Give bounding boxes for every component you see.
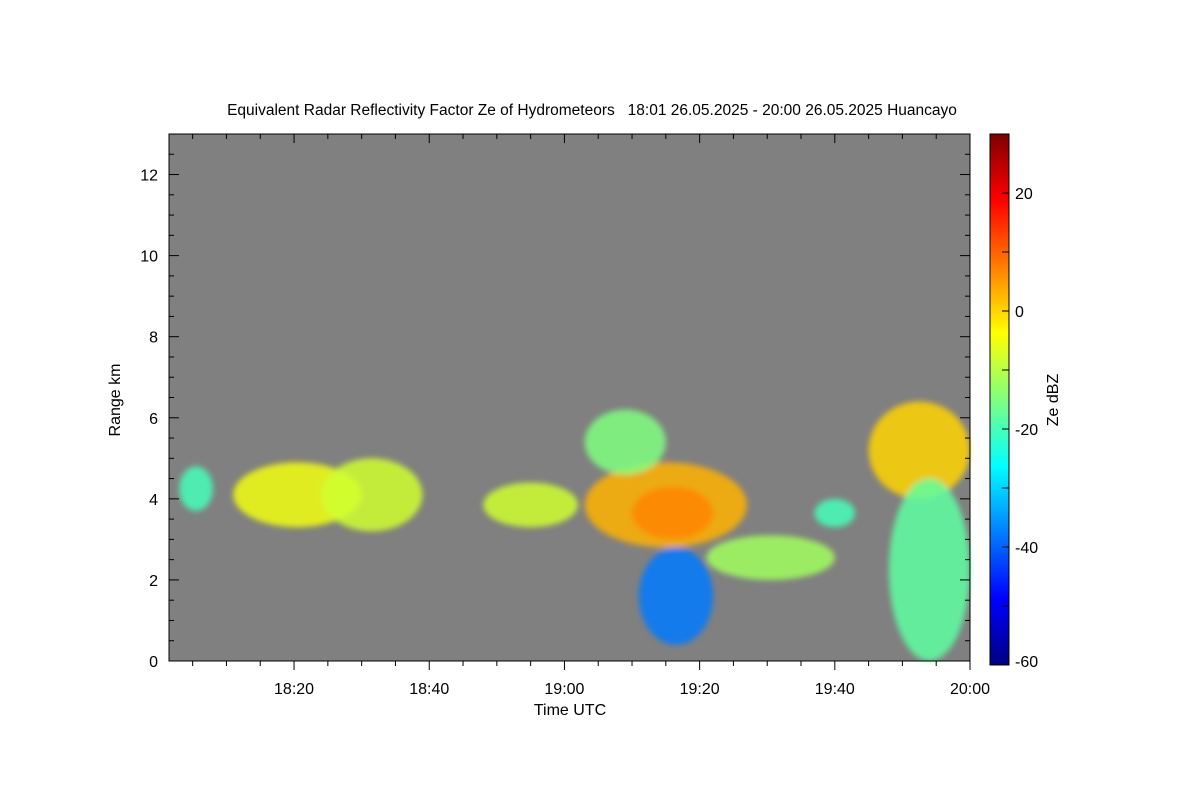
echo-precip-streaks (638, 547, 714, 645)
colorbar-tick-label: -40 (1015, 540, 1038, 557)
x-tick-label: 19:00 (544, 681, 584, 698)
echo-early-thin-layer (179, 466, 213, 512)
echo-late-fallstreaks (888, 478, 970, 661)
echo-layer-1850 (483, 482, 578, 528)
y-tick-label: 6 (149, 411, 158, 428)
y-tick-label: 2 (149, 573, 158, 590)
y-tick-label: 4 (149, 492, 158, 509)
y-tick-label: 0 (149, 654, 158, 671)
echo-late-cell (868, 401, 970, 499)
chart-title: Equivalent Radar Reflectivity Factor Ze … (227, 102, 957, 119)
echo-small-pieces (814, 498, 856, 528)
colorbar-tick-label: 20 (1015, 186, 1033, 203)
y-axis: 0 2 4 6 8 10 12 (140, 133, 970, 671)
colorbar: 20 0 -20 -40 -60 (989, 133, 1038, 671)
colorbar-label: Ze dBZ (1045, 374, 1062, 427)
x-tick-label: 19:20 (680, 681, 720, 698)
x-tick-label: 18:20 (274, 681, 314, 698)
plot-background (169, 134, 970, 661)
echo-upper-plume (584, 409, 666, 475)
echo-dense-core (632, 486, 714, 540)
colorbar-gradient (989, 133, 1010, 666)
y-axis-label: Range km (107, 364, 124, 437)
x-axis: 18:20 18:40 19:00 19:20 19:40 20:00 (192, 134, 990, 698)
colorbar-tick-label: -20 (1015, 422, 1038, 439)
colorbar-tick-label: -60 (1015, 654, 1038, 671)
echo-layer (179, 401, 970, 661)
y-tick-label: 12 (140, 168, 158, 185)
echo-lower-tail (706, 535, 835, 580)
y-tick-label: 10 (140, 249, 158, 266)
x-tick-label: 19:40 (815, 681, 855, 698)
x-axis-label: Time UTC (534, 702, 606, 719)
x-tick-label: 18:40 (409, 681, 449, 698)
y-tick-label: 8 (149, 330, 158, 347)
x-tick-label: 20:00 (950, 681, 990, 698)
colorbar-tick-label: 0 (1015, 304, 1024, 321)
echo-layer-1830 (321, 458, 423, 532)
plot-area (168, 133, 971, 662)
